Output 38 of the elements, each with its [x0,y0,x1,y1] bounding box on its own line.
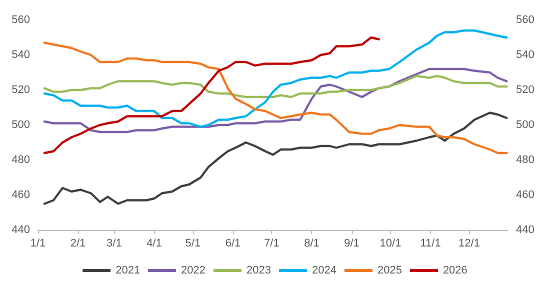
x-tick-label: 9/1 [344,238,360,250]
x-tick-label: 1/1 [30,238,46,250]
y2-tick-label: 500 [516,119,534,131]
y-tick-label: 440 [12,224,30,236]
y2-tick-label: 480 [516,154,534,166]
x-tick-label: 3/1 [106,238,122,250]
line-series [43,42,508,154]
legend-label: 2021 [116,264,140,276]
x-tick-label: 2/1 [70,238,86,250]
legend-label: 2024 [312,264,336,276]
x-tick-label: 12/1 [458,238,480,250]
legend-label: 2026 [442,264,468,276]
x-tick-label: 6/1 [225,238,241,250]
line-series [43,74,508,98]
line-series [43,29,508,128]
line-series [43,68,508,134]
x-tick-label: 8/1 [304,238,320,250]
y2-tick-label: 520 [516,84,534,96]
legend-label: 2025 [377,264,402,276]
x-tick-label: 5/1 [185,238,201,250]
x-tick-label: 7/1 [264,238,280,250]
y-tick-label: 480 [12,154,30,166]
y2-tick-label: 460 [516,189,534,201]
legend-label: 2022 [181,264,206,276]
x-tick-label: 4/1 [146,238,162,250]
y-tick-label: 460 [12,189,30,201]
y2-tick-label: 560 [516,14,534,26]
line-series [43,36,380,154]
x-tick-label: 11/1 [420,238,441,250]
y2-tick-label: 440 [516,224,534,236]
y-tick-label: 500 [12,119,30,131]
line-series [43,112,508,205]
x-tick-label: 10/1 [380,238,402,250]
legend-label: 2023 [246,264,272,276]
y2-tick-label: 540 [516,49,534,61]
y-tick-label: 560 [12,14,30,26]
y-tick-label: 540 [12,49,30,61]
y-tick-label: 520 [12,84,30,96]
